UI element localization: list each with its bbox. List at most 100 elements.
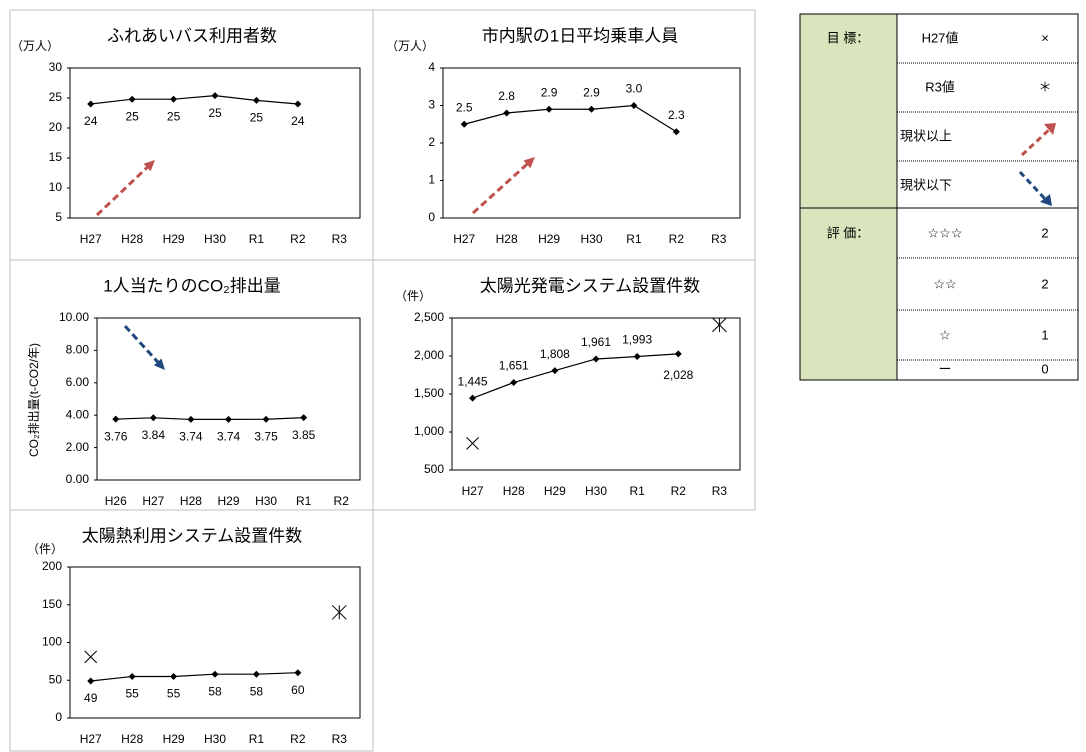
y-tick-label: 4 — [428, 60, 435, 74]
y-tick-label: 2,500 — [414, 310, 444, 324]
data-label: 3.76 — [104, 429, 128, 443]
data-point — [170, 95, 178, 103]
trend-arrow — [95, 163, 152, 217]
data-point — [294, 669, 302, 677]
trend-arrow — [123, 324, 163, 367]
y-tick-label: 100 — [42, 635, 62, 649]
x-tick-label: H30 — [580, 232, 602, 246]
data-point — [252, 670, 260, 678]
count: 1 — [1041, 327, 1048, 342]
x-tick-label: H27 — [462, 484, 484, 498]
y-tick-label: 4.00 — [66, 407, 90, 421]
trend-arrow-head — [143, 160, 155, 172]
data-point — [87, 677, 95, 685]
data-label: 1,445 — [458, 374, 488, 388]
x-tick-label: H27 — [142, 494, 164, 508]
data-point — [252, 96, 260, 104]
data-label: 58 — [250, 684, 264, 698]
data-point — [262, 415, 270, 423]
item-name: 現状以上 — [900, 128, 952, 143]
y-tick-label: 2,000 — [414, 348, 444, 362]
x-tick-label: R1 — [249, 732, 265, 746]
x-tick-label: R3 — [711, 232, 727, 246]
x-tick-label: H29 — [544, 484, 566, 498]
x-tick-label: R2 — [290, 732, 306, 746]
data-point — [149, 414, 157, 422]
data-label: 3.75 — [254, 429, 278, 443]
x-tick-label: H30 — [255, 494, 277, 508]
data-point — [592, 355, 600, 363]
data-point — [300, 414, 308, 422]
section-label: 目 標： — [827, 30, 870, 45]
data-label: 55 — [125, 687, 139, 701]
data-point — [112, 415, 120, 423]
x-tick-label: R2 — [671, 484, 687, 498]
data-label: 2.9 — [541, 85, 558, 99]
data-label: 3.0 — [626, 82, 643, 96]
data-point — [128, 672, 136, 680]
data-point — [630, 102, 638, 109]
h27-marker — [466, 437, 479, 450]
chart-title: 太陽熱利用システム設置件数 — [82, 526, 303, 545]
data-line — [90, 672, 298, 682]
rating: ー — [938, 361, 951, 376]
data-label: 3.74 — [179, 430, 203, 444]
data-point — [633, 353, 641, 361]
x-tick-label: H29 — [538, 232, 560, 246]
data-label: 49 — [84, 691, 98, 705]
data-point — [672, 128, 680, 136]
y-tick-label: 150 — [42, 597, 62, 611]
y-unit: （万人） — [386, 39, 434, 53]
data-point — [294, 100, 302, 108]
x-tick-label: H27 — [80, 732, 102, 746]
item-name: H27値 — [922, 30, 959, 45]
x-tick-label: H28 — [121, 232, 143, 246]
panel — [9, 9, 374, 261]
x-tick-label: R1 — [249, 232, 265, 246]
data-point — [211, 670, 219, 678]
data-line — [464, 104, 677, 133]
x-tick-label: H28 — [496, 232, 518, 246]
x-tick-label: R1 — [296, 494, 312, 508]
data-label: 24 — [291, 114, 305, 128]
x-tick-label: H28 — [121, 732, 143, 746]
panel — [372, 259, 756, 511]
chart-title: 太陽光発電システム設置件数 — [480, 276, 701, 295]
data-label: 25 — [250, 111, 264, 125]
data-point — [503, 109, 511, 117]
y-unit: （件） — [395, 289, 431, 303]
up-arrow — [1020, 125, 1054, 157]
x-tick-label: H29 — [163, 232, 185, 246]
rating: ☆☆☆ — [928, 225, 963, 240]
data-label: 24 — [84, 114, 98, 128]
data-point — [460, 120, 468, 128]
label-column — [800, 14, 897, 380]
data-label: 55 — [167, 687, 181, 701]
count: 0 — [1041, 361, 1048, 376]
y-tick-label: 0.00 — [66, 472, 90, 486]
x-tick-label: R2 — [334, 494, 350, 508]
down-arrow — [1018, 170, 1048, 202]
x-tick-label: H26 — [105, 494, 127, 508]
y-tick-label: 2.00 — [66, 440, 90, 454]
data-point — [225, 415, 232, 423]
y-tick-label: 1,500 — [414, 386, 444, 400]
count: 2 — [1041, 276, 1048, 291]
y-tick-label: 15 — [49, 150, 63, 164]
data-label: 1,961 — [581, 335, 611, 349]
item-symbol: ＊ — [1038, 79, 1051, 94]
data-point — [551, 367, 559, 375]
data-label: 60 — [291, 683, 305, 697]
y-tick-label: 8.00 — [66, 343, 90, 357]
y-tick-label: 0 — [55, 710, 62, 724]
data-label: 1,993 — [622, 333, 652, 347]
x-tick-label: R2 — [669, 232, 685, 246]
x-tick-label: H30 — [585, 484, 607, 498]
data-label: 2.9 — [583, 85, 600, 99]
y-tick-label: 3 — [428, 98, 435, 112]
data-label: 25 — [125, 109, 139, 123]
y-tick-label: 1 — [428, 173, 435, 187]
x-tick-label: R3 — [332, 732, 348, 746]
data-point — [211, 92, 219, 100]
data-line — [90, 94, 298, 105]
